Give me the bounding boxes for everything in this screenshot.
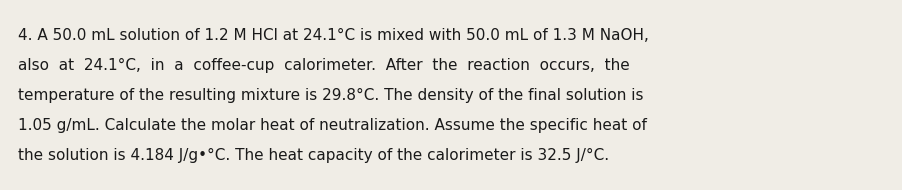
Text: 1.05 g/mL. Calculate the molar heat of neutralization. Assume the specific heat : 1.05 g/mL. Calculate the molar heat of n… [18, 118, 646, 133]
Text: the solution is 4.184 J/g•°C. The heat capacity of the calorimeter is 32.5 J/°C.: the solution is 4.184 J/g•°C. The heat c… [18, 148, 609, 163]
Text: 4. A 50.0 mL solution of 1.2 M HCl at 24.1°C is mixed with 50.0 mL of 1.3 M NaOH: 4. A 50.0 mL solution of 1.2 M HCl at 24… [18, 28, 649, 43]
Text: temperature of the resulting mixture is 29.8°C. The density of the final solutio: temperature of the resulting mixture is … [18, 88, 643, 103]
Text: also  at  24.1°C,  in  a  coffee-cup  calorimeter.  After  the  reaction  occurs: also at 24.1°C, in a coffee-cup calorime… [18, 58, 629, 73]
